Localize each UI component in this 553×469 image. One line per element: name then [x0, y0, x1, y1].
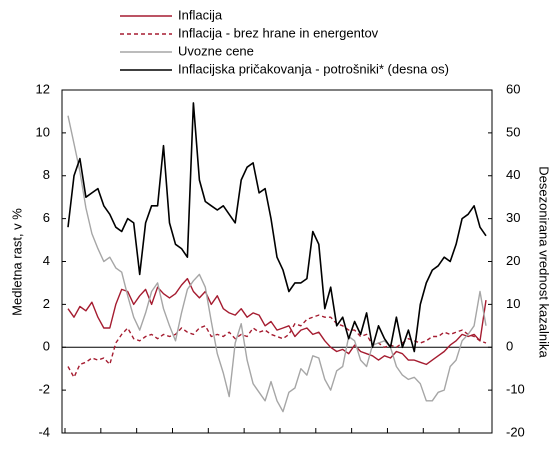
y-tick-label: 0 — [43, 339, 50, 354]
series-line — [67, 102, 487, 353]
y-tick-label: 2 — [43, 296, 50, 311]
y2-tick-label: 20 — [506, 253, 520, 268]
y2-tick-label: 60 — [506, 81, 520, 96]
plot-frame — [61, 89, 493, 434]
legend-label: Uvozne cene — [178, 43, 254, 58]
y-tick-label: 10 — [36, 124, 50, 139]
y-tick-label: 12 — [36, 81, 50, 96]
y2-tick-label: 10 — [506, 296, 520, 311]
y2-axis-title: Desezonirana vrednost kazalnika — [537, 166, 552, 358]
y-tick-label: 4 — [43, 253, 50, 268]
y2-tick-label: -10 — [506, 382, 525, 397]
y-tick-label: 6 — [43, 210, 50, 225]
y-tick-label: 8 — [43, 167, 50, 182]
legend-label: Inflacijska pričakovanja - potrošniki* (… — [178, 61, 449, 76]
legend-label: Inflacija - brez hrane in energentov — [178, 25, 379, 40]
y2-tick-label: 0 — [506, 339, 513, 354]
y-tick-label: -2 — [38, 382, 50, 397]
y-tick-label: -4 — [38, 424, 50, 439]
y2-tick-label: 40 — [506, 167, 520, 182]
y2-tick-label: 50 — [506, 124, 520, 139]
series-line — [67, 314, 487, 378]
legend-label: Inflacija — [178, 7, 223, 22]
series-line — [67, 115, 487, 413]
y2-tick-label: -20 — [506, 424, 525, 439]
y-axis-title: Medletna rast, v % — [9, 208, 24, 316]
series-line — [67, 277, 487, 366]
y2-tick-label: 30 — [506, 210, 520, 225]
